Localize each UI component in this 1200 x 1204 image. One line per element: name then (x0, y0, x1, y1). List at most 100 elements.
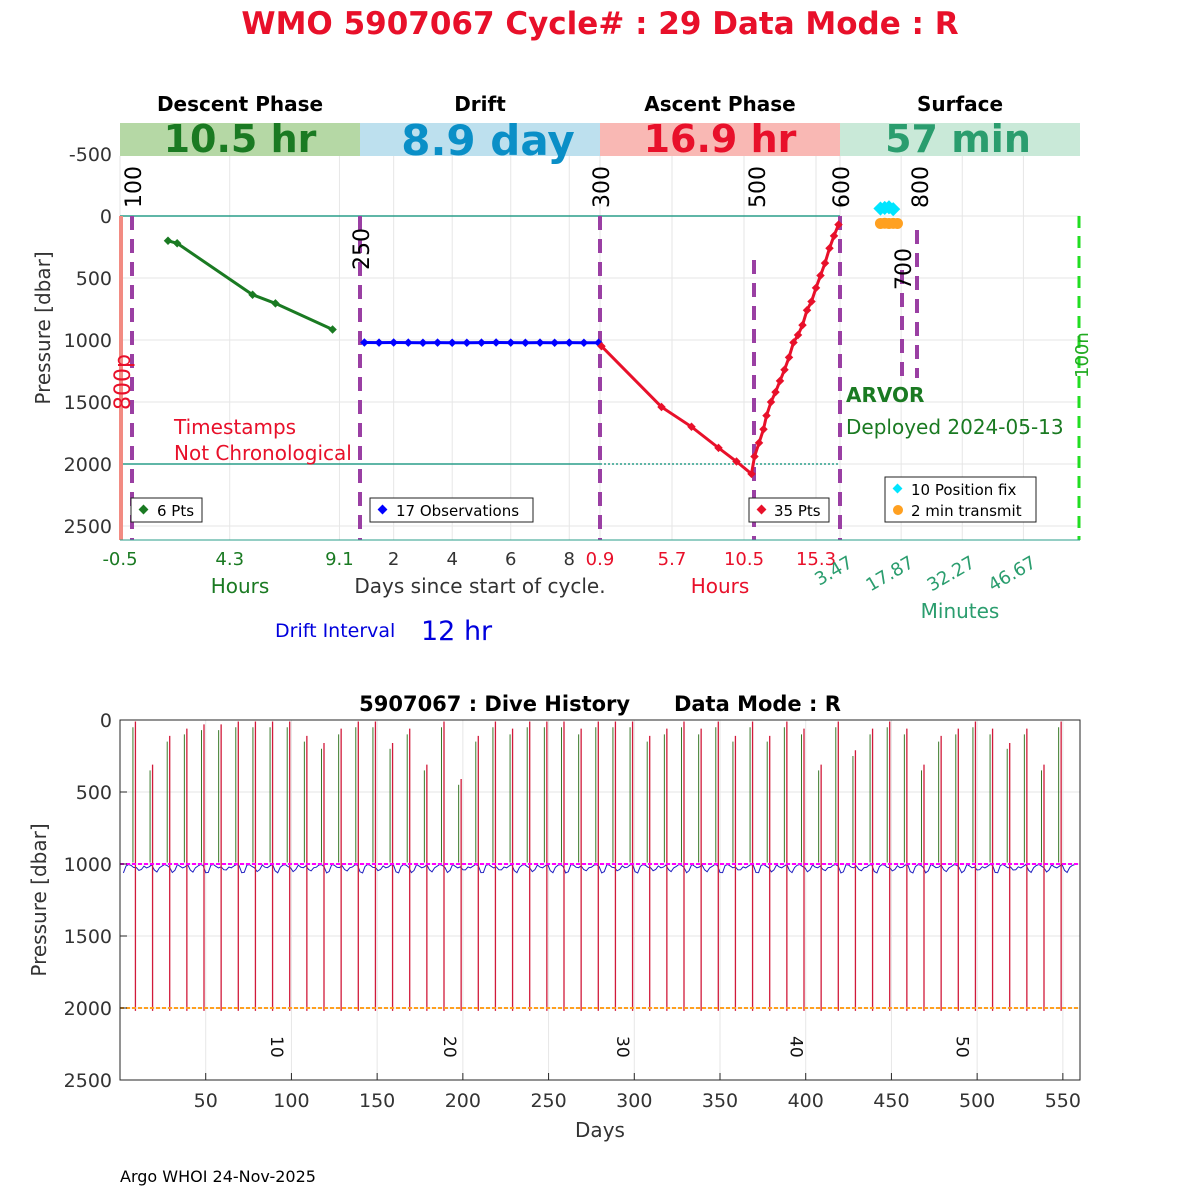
drift-legend-text: 17 Observations (396, 502, 519, 520)
phase1-x-tick-1: 4 (446, 549, 457, 570)
phase0-x-tick-2: 9.1 (325, 549, 354, 570)
transmit-point-4 (892, 218, 903, 229)
top-y-tick-2: 500 (76, 268, 112, 290)
transmit-legend-text: 2 min transmit (911, 502, 1022, 520)
ascent-phase-point-13 (780, 366, 788, 374)
surface-x-label: Minutes (921, 599, 1000, 623)
dive-history-x-label: Days (575, 1118, 625, 1142)
drift-duration: 8.9 day (401, 116, 575, 165)
history-x-tick-0: 50 (194, 1090, 218, 1112)
history-x-tick-2: 150 (359, 1090, 395, 1112)
ascent-phase-point-22 (821, 259, 829, 267)
history-x-tick-6: 350 (702, 1090, 738, 1112)
history-cycle-label-1: 20 (439, 1036, 459, 1058)
float-type: ARVOR (846, 383, 924, 407)
history-cycle-label-0: 10 (266, 1036, 286, 1058)
ascent-phase-line (602, 225, 839, 474)
vline-label-250: 250 (350, 228, 375, 270)
history-cycle-label-4: 50 (952, 1036, 972, 1058)
ascent-phase-point-24 (830, 232, 838, 240)
history-cycle-label-3: 40 (785, 1036, 805, 1058)
dive-history-plot-area (120, 720, 1080, 1080)
warning-line-1: Timestamps (173, 415, 296, 439)
warning-line-2: Not Chronological (174, 441, 352, 465)
top-y-tick-6: 2500 (64, 516, 112, 538)
ascent-phase-point-6 (750, 452, 758, 460)
top-y-tick-1: 0 (100, 206, 112, 228)
drift-legend: 17 Observations (370, 498, 533, 522)
descent-legend-text: 6 Pts (157, 502, 194, 520)
ascent-phase-point-7 (755, 439, 763, 447)
history-x-tick-9: 500 (959, 1090, 995, 1112)
ascent-legend: 35 Pts (749, 498, 829, 522)
right-side-label: 100n (1072, 332, 1093, 378)
vline-label-300: 300 (590, 166, 615, 208)
surface-phase-title: Surface (917, 92, 1003, 116)
surface-x-tick-3: 46.67 (985, 552, 1040, 596)
history-y-tick-2: 1000 (64, 854, 112, 876)
history-y-tick-0: 0 (100, 710, 112, 732)
history-y-tick-5: 2500 (64, 1070, 112, 1092)
phase2-x-tick-0: 0.9 (586, 549, 615, 570)
vline-label-800: 800 (909, 166, 934, 208)
descent-legend: 6 Pts (131, 498, 202, 522)
ascent-phase-point-14 (785, 353, 793, 361)
descent-phase-title: Descent Phase (157, 92, 323, 116)
top-y-tick-5: 2000 (64, 454, 112, 476)
phase0-x-tick-1: 4.3 (215, 549, 244, 570)
phase0-x-tick-0: -0.5 (102, 549, 137, 570)
dive-history-title: 5907067 : Dive History Data Mode : R (359, 692, 841, 716)
phase2-x-tick-2: 10.5 (724, 549, 764, 570)
ascent-phase-point-8 (759, 425, 767, 433)
ascent-duration: 16.9 hr (644, 117, 797, 161)
drift-x-label: Days since start of cycle. (354, 574, 605, 598)
position-fix-legend-text: 10 Position fix (911, 481, 1016, 499)
vline-label-500: 500 (746, 166, 771, 208)
transmit-legend-marker (893, 505, 903, 515)
phase2-x-tick-1: 5.7 (658, 549, 687, 570)
history-x-tick-8: 450 (873, 1090, 909, 1112)
surface-x-tick-2: 32.27 (924, 552, 979, 596)
ascent-phase-point-9 (762, 411, 770, 419)
drift-interval-value: 12 hr (421, 616, 493, 647)
history-x-tick-7: 400 (788, 1090, 824, 1112)
left-side-label: 800p (111, 354, 136, 410)
surface-legend: 10 Position fix 2 min transmit (885, 477, 1036, 522)
phase1-x-tick-3: 8 (564, 549, 575, 570)
cycle-profile-panel: Descent Phase Drift Ascent Phase Surface… (31, 92, 1093, 647)
phase1-x-tick-0: 2 (388, 549, 399, 570)
history-x-tick-4: 250 (530, 1090, 566, 1112)
footer-credit: Argo WHOI 24-Nov-2025 (120, 1167, 316, 1186)
surface-x-tick-1: 17.87 (863, 552, 918, 596)
descent-x-label: Hours (211, 574, 270, 598)
top-y-tick-4: 1500 (64, 392, 112, 414)
vline-label-100: 100 (122, 166, 147, 208)
drift-interval-label: Drift Interval (275, 620, 395, 642)
top-y-tick-3: 1000 (64, 330, 112, 352)
history-x-tick-5: 300 (616, 1090, 652, 1112)
history-x-tick-1: 100 (273, 1090, 309, 1112)
history-cycle-label-2: 30 (612, 1036, 632, 1058)
surface-duration: 57 min (885, 117, 1031, 161)
dive-history-y-label: Pressure [dbar] (27, 823, 51, 976)
drift-phase-title: Drift (454, 92, 506, 116)
deployed-date: Deployed 2024-05-13 (846, 415, 1064, 439)
descent-phase-line (168, 241, 333, 330)
ascent-phase-point-20 (812, 284, 820, 292)
ascent-phase-title: Ascent Phase (644, 92, 795, 116)
history-y-tick-4: 2000 (64, 998, 112, 1020)
dive-history-panel: 5907067 : Dive History Data Mode : R 10 2… (27, 692, 1081, 1142)
history-x-tick-3: 200 (445, 1090, 481, 1112)
vline-label-600: 600 (830, 166, 855, 208)
ascent-phase-point-12 (776, 377, 784, 385)
history-y-tick-1: 500 (76, 782, 112, 804)
vline-label-700: 700 (892, 248, 917, 290)
history-y-tick-3: 1500 (64, 926, 112, 948)
descent-phase-point-0 (164, 237, 172, 245)
phase1-x-tick-2: 6 (505, 549, 516, 570)
ascent-phase-point-23 (825, 244, 833, 252)
top-y-axis-label: Pressure [dbar] (31, 251, 55, 404)
figure-title: WMO 5907067 Cycle# : 29 Data Mode : R (241, 6, 958, 42)
